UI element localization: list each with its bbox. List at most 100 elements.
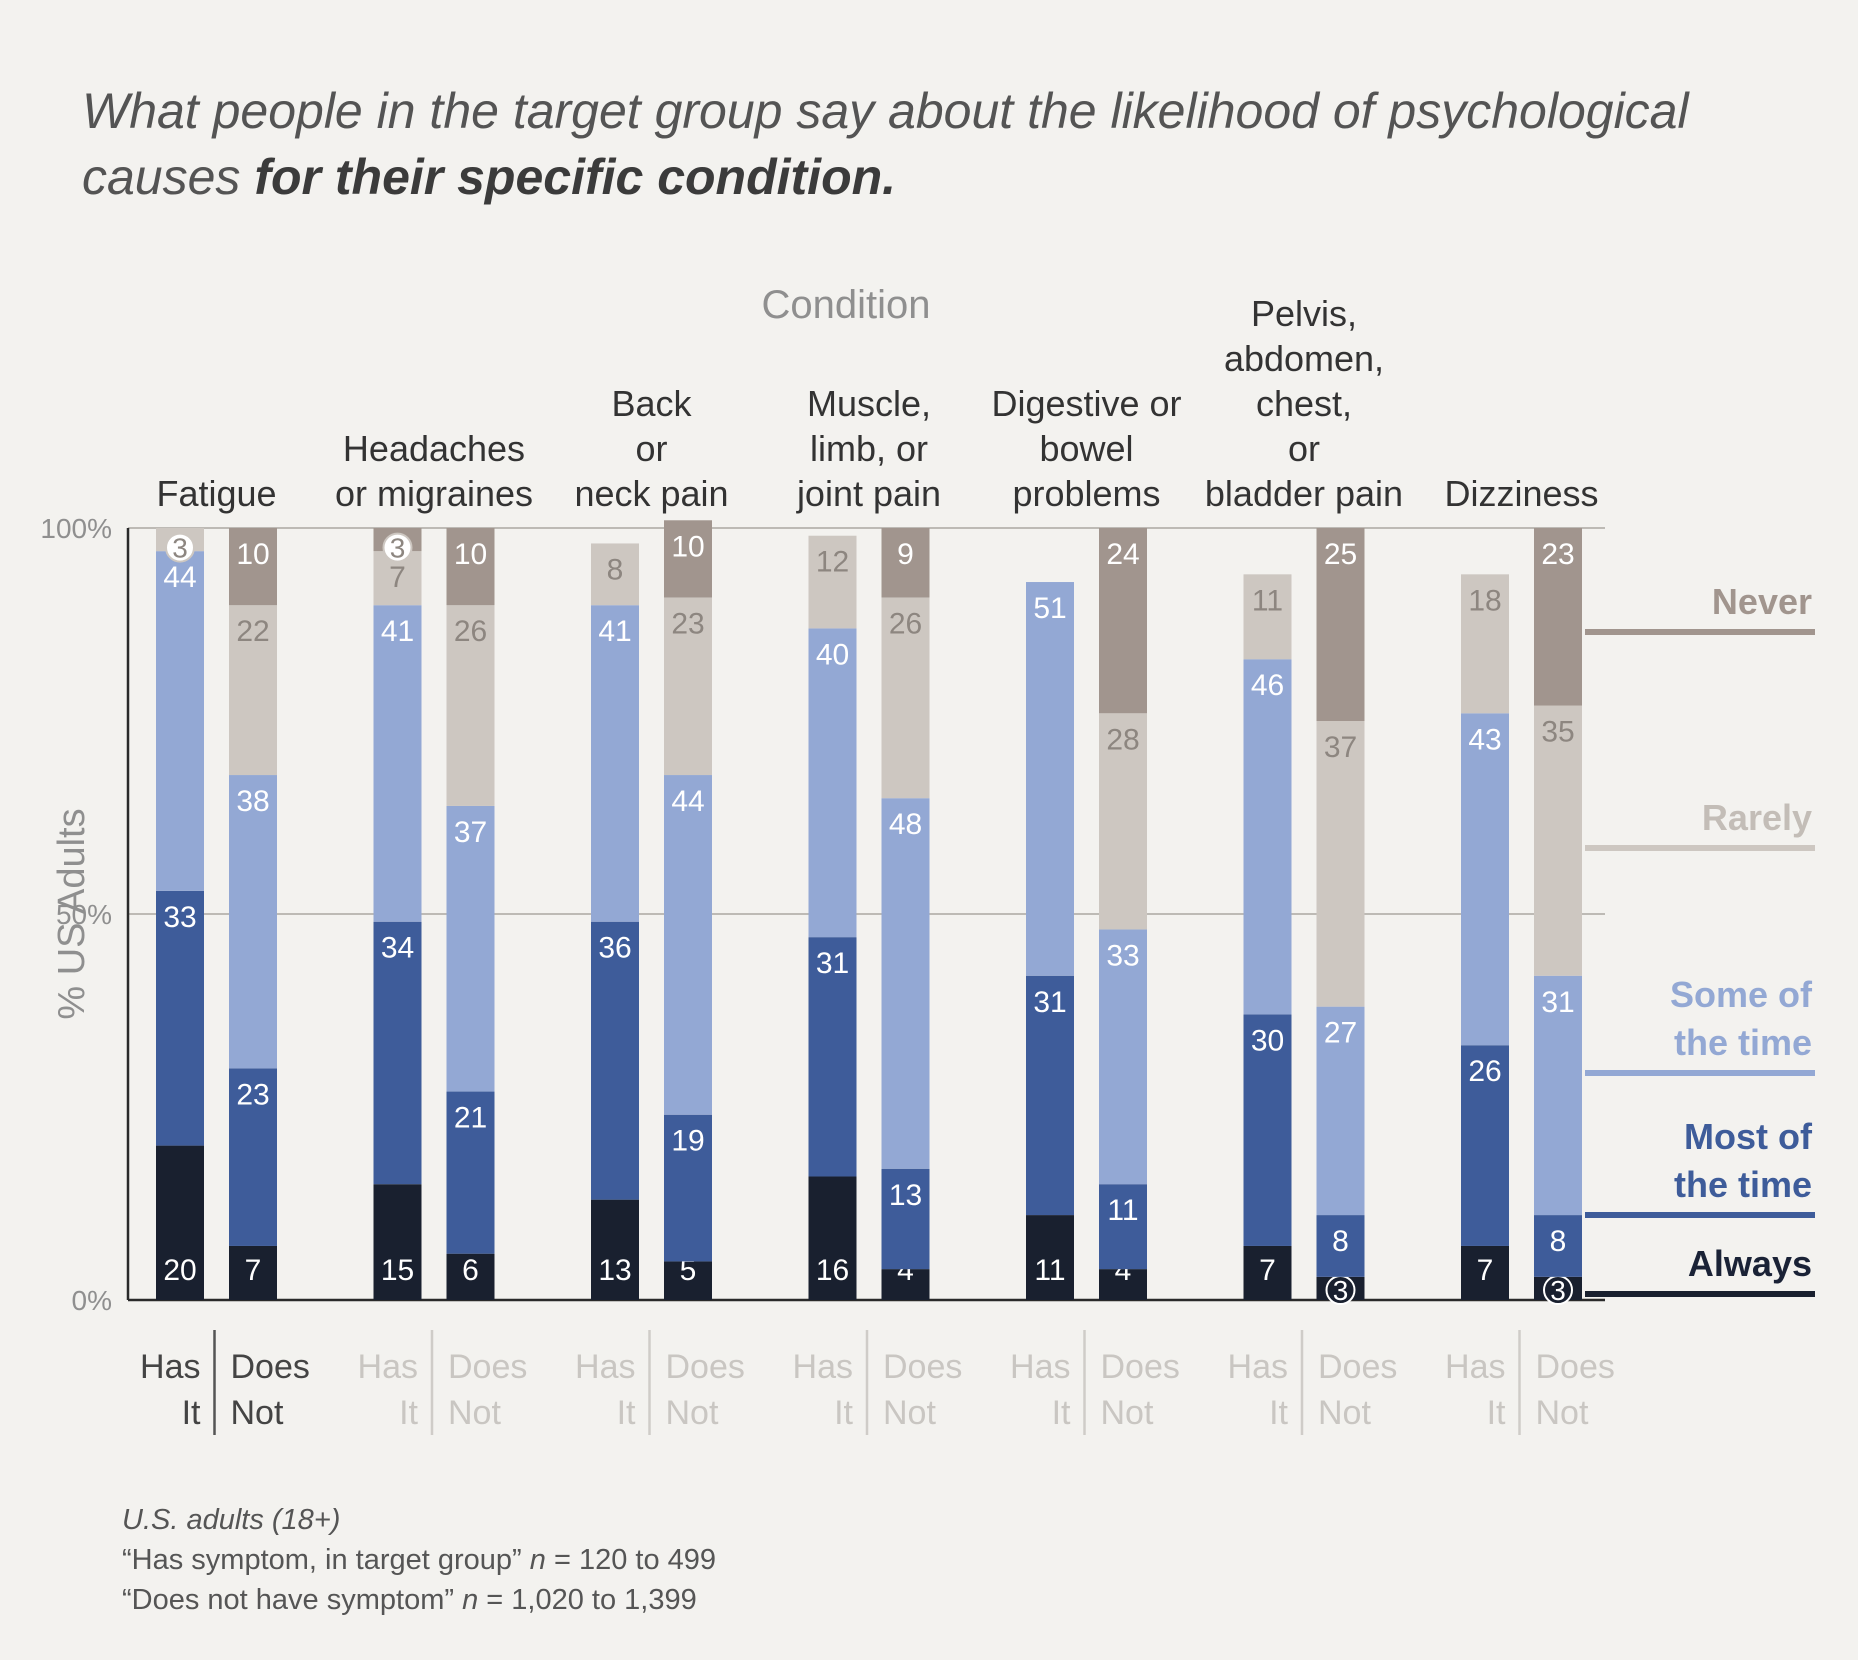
data-label: 3 bbox=[1333, 1275, 1349, 1306]
legend-label-some-of-the-time: the time bbox=[1674, 1022, 1812, 1063]
data-label: 11 bbox=[1034, 1254, 1065, 1287]
bar-segment-has-6-most-of-the-time bbox=[1461, 1045, 1509, 1246]
bar-segment-not-1-never bbox=[446, 528, 495, 606]
data-label: 44 bbox=[163, 561, 196, 594]
does-not-label-line2: Not bbox=[231, 1394, 284, 1432]
has-it-label-line2: It bbox=[182, 1394, 201, 1432]
data-label: 7 bbox=[389, 561, 406, 594]
data-label: 10 bbox=[671, 530, 704, 563]
data-label: 5 bbox=[680, 1254, 697, 1287]
footnote-population: U.S. adults (18+) bbox=[122, 1504, 341, 1536]
data-label: 46 bbox=[1251, 669, 1284, 702]
data-label: 34 bbox=[381, 932, 414, 965]
does-not-label-line1: Does bbox=[883, 1348, 962, 1386]
data-label: 16 bbox=[816, 1254, 849, 1287]
data-label: 37 bbox=[1324, 731, 1357, 764]
bar-segment-not-4-rarely bbox=[1099, 713, 1147, 930]
x-axis-label: Condition bbox=[761, 283, 930, 327]
bar-segment-not-3-never bbox=[881, 528, 930, 598]
does-not-label-line2: Not bbox=[883, 1394, 936, 1432]
footnote: U.S. adults (18+) “Has symptom, in targe… bbox=[122, 1500, 716, 1620]
small-value-badge bbox=[382, 532, 413, 563]
data-label: 26 bbox=[454, 615, 487, 648]
condition-label: Back bbox=[611, 383, 692, 424]
data-label: 23 bbox=[236, 1078, 269, 1111]
bar-segment-not-5-never bbox=[1316, 528, 1365, 721]
stacked-bar-chart: 0%50%100%% US AdultsCondition20334437233… bbox=[40, 283, 1815, 1435]
bar-segment-not-0-some-of-the-time bbox=[229, 775, 277, 1069]
legend-label-most-of-the-time: the time bbox=[1674, 1164, 1812, 1205]
bar-segment-has-6-always bbox=[1461, 1245, 1509, 1300]
condition-label: or migraines bbox=[335, 473, 533, 514]
bar-segment-not-5-most-of-the-time bbox=[1316, 1215, 1365, 1277]
bar-segment-has-0-most-of-the-time bbox=[156, 890, 204, 1146]
data-label: 13 bbox=[889, 1179, 922, 1212]
bar-segment-not-6-most-of-the-time bbox=[1534, 1215, 1582, 1277]
bar-segment-has-2-most-of-the-time bbox=[591, 921, 639, 1200]
bar-segment-has-1-most-of-the-time bbox=[373, 921, 422, 1185]
bar-segment-not-0-always bbox=[229, 1245, 277, 1300]
condition-label: Digestive or bbox=[991, 383, 1181, 424]
data-label: 35 bbox=[1541, 716, 1574, 749]
data-label: 41 bbox=[598, 615, 631, 648]
data-label: 43 bbox=[1468, 723, 1501, 756]
has-it-label-line2: It bbox=[1052, 1394, 1071, 1432]
bar-segment-not-1-rarely bbox=[446, 605, 495, 806]
bar-segment-has-2-some-of-the-time bbox=[591, 605, 639, 922]
condition-label: Muscle, bbox=[807, 383, 931, 424]
has-it-label-line1: Has bbox=[793, 1348, 853, 1386]
data-label: 30 bbox=[1251, 1024, 1284, 1057]
bar-segment-has-6-some-of-the-time bbox=[1461, 713, 1509, 1046]
chart-title: What people in the target group say abou… bbox=[82, 78, 1802, 210]
bar-segment-has-2-rarely bbox=[591, 543, 639, 606]
does-not-label-line1: Does bbox=[231, 1348, 310, 1386]
data-label: 36 bbox=[598, 932, 631, 965]
data-label: 31 bbox=[1033, 986, 1066, 1019]
bar-segment-not-1-always bbox=[446, 1253, 495, 1300]
data-label: 7 bbox=[1477, 1254, 1494, 1287]
does-not-label-line2: Not bbox=[1101, 1394, 1154, 1432]
data-label: 31 bbox=[816, 947, 849, 980]
condition-label: joint pain bbox=[796, 473, 941, 514]
data-label: 13 bbox=[598, 1254, 631, 1287]
bar-segment-has-0-always bbox=[156, 1145, 204, 1300]
bar-segment-has-0-some-of-the-time bbox=[156, 551, 204, 891]
has-it-label-line1: Has bbox=[1228, 1348, 1288, 1386]
does-not-label-line1: Does bbox=[448, 1348, 527, 1386]
bar-segment-not-6-some-of-the-time bbox=[1534, 975, 1582, 1216]
has-it-label-line2: It bbox=[1269, 1394, 1288, 1432]
data-label: 27 bbox=[1324, 1017, 1357, 1050]
data-label: 6 bbox=[462, 1254, 479, 1287]
data-label: 41 bbox=[381, 615, 414, 648]
data-label: 11 bbox=[1107, 1194, 1138, 1227]
condition-label: Dizziness bbox=[1444, 473, 1598, 514]
condition-label: problems bbox=[1012, 473, 1160, 514]
bar-segment-not-5-some-of-the-time bbox=[1316, 1006, 1365, 1216]
bar-segment-not-6-never bbox=[1534, 528, 1582, 706]
data-label: 31 bbox=[1541, 986, 1574, 1019]
data-label: 37 bbox=[454, 816, 487, 849]
bar-segment-not-2-never bbox=[664, 520, 712, 598]
data-label: 8 bbox=[1550, 1225, 1567, 1258]
bar-segment-has-1-some-of-the-time bbox=[373, 605, 422, 922]
bar-segment-not-5-rarely bbox=[1316, 721, 1365, 1007]
has-it-label-line2: It bbox=[834, 1394, 853, 1432]
condition-label: or bbox=[635, 428, 667, 469]
small-value-badge bbox=[165, 532, 195, 563]
data-label: 22 bbox=[236, 615, 269, 648]
condition-label: neck pain bbox=[574, 473, 728, 514]
does-not-label-line1: Does bbox=[1318, 1348, 1397, 1386]
does-not-label-line1: Does bbox=[1101, 1348, 1180, 1386]
has-it-label-line1: Has bbox=[1445, 1348, 1505, 1386]
bar-segment-not-3-some-of-the-time bbox=[881, 798, 930, 1169]
y-tick-label: 50% bbox=[56, 899, 112, 930]
bar-segment-has-5-most-of-the-time bbox=[1243, 1014, 1292, 1246]
bar-segment-has-6-rarely bbox=[1461, 574, 1509, 714]
bar-segment-has-5-rarely bbox=[1243, 574, 1292, 660]
condition-label: Pelvis, bbox=[1251, 293, 1357, 334]
has-it-label-line1: Has bbox=[358, 1348, 418, 1386]
bar-segment-has-2-always bbox=[591, 1199, 639, 1300]
y-axis-label: % US Adults bbox=[51, 808, 93, 1019]
does-not-label-line2: Not bbox=[1536, 1394, 1589, 1432]
has-it-label-line2: It bbox=[1487, 1394, 1506, 1432]
